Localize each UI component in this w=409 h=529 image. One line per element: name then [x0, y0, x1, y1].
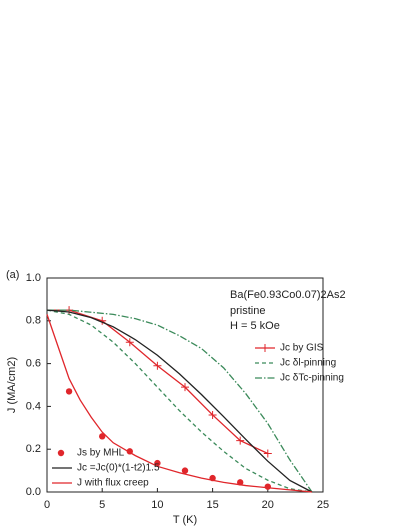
y-tick-label: 0.2 [26, 443, 41, 455]
plot-frame [46, 277, 324, 493]
x-tick-label: 5 [99, 499, 105, 511]
x-tick-label: 10 [151, 499, 163, 511]
data-point [153, 361, 162, 370]
data-point [264, 483, 271, 490]
data-point [263, 449, 272, 458]
series-line [47, 309, 313, 493]
annotation: Ba(Fe0.93Co0.07)2As2 [230, 289, 346, 301]
x-tick-label: 25 [317, 499, 329, 511]
x-axis-title: T (K) [173, 514, 197, 526]
y-tick-label: 0.8 [26, 315, 41, 327]
legend-label: Jc δTc-pinning [280, 373, 344, 384]
y-axis-title: J (MA/cm2) [6, 357, 18, 413]
legend-label: J with flux creep [77, 478, 149, 489]
series-line [46, 309, 313, 493]
x-tick-label: 15 [206, 499, 218, 511]
legend-label: Jc by GIS [280, 343, 324, 354]
series-line [46, 314, 313, 493]
legend-marker [57, 449, 65, 457]
data-point [181, 467, 189, 474]
data-point [125, 338, 134, 347]
legend-label: Jc δl-pinning [280, 358, 336, 369]
legend-label: Jc =Jc(0)*(1-t2)1.5 [77, 463, 160, 474]
legend-marker [261, 344, 269, 352]
y-tick-label: 1.0 [26, 272, 41, 284]
y-tick-label: 0.0 [26, 486, 41, 498]
annotation: pristine [230, 305, 265, 317]
y-tick-label: 0.4 [26, 400, 41, 412]
data-point [208, 410, 217, 419]
panel-label: (a) [6, 269, 19, 281]
data-point [99, 433, 106, 440]
data-point [65, 388, 73, 395]
x-tick-label: 0 [44, 499, 50, 511]
legend-label: Js by MHL [77, 448, 125, 459]
y-tick-label: 0.6 [26, 358, 41, 370]
data-point [181, 383, 189, 392]
data-point [236, 436, 245, 445]
series-line [46, 309, 313, 493]
annotation: H = 5 kOe [230, 320, 280, 332]
data-point [154, 459, 161, 467]
x-tick-label: 20 [262, 499, 274, 511]
